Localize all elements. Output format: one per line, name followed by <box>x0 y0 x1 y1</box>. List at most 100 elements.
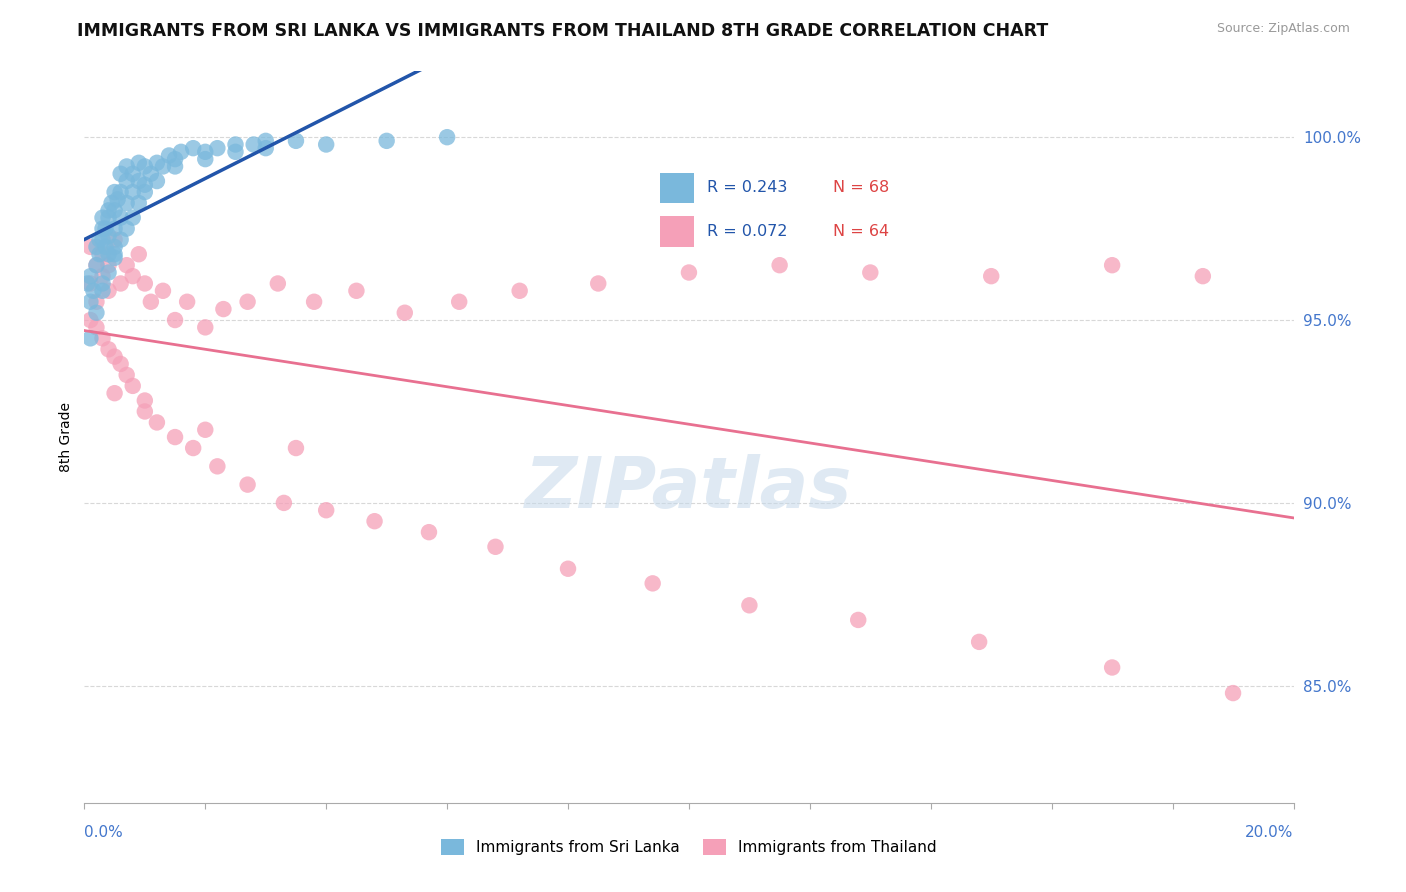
Point <box>79 269 101 284</box>
Point <box>110 357 132 371</box>
Point <box>484 540 506 554</box>
Text: IMMIGRANTS FROM SRI LANKA VS IMMIGRANTS FROM THAILAND 8TH GRADE CORRELATION CHAR: IMMIGRANTS FROM SRI LANKA VS IMMIGRANTS … <box>77 22 1049 40</box>
Point <box>641 576 664 591</box>
Point <box>91 233 114 247</box>
Point <box>97 229 120 244</box>
Legend: Immigrants from Sri Lanka, Immigrants from Thailand: Immigrants from Sri Lanka, Immigrants fr… <box>434 833 943 861</box>
Point <box>418 525 440 540</box>
Point <box>86 306 108 320</box>
Point <box>176 294 198 309</box>
Point <box>110 211 132 225</box>
Point <box>104 203 127 218</box>
Point <box>394 306 416 320</box>
Point <box>588 277 610 291</box>
Point <box>104 221 127 235</box>
Point <box>91 247 114 261</box>
Point <box>134 404 156 418</box>
Point <box>104 350 127 364</box>
Point <box>165 313 187 327</box>
Text: Source: ZipAtlas.com: Source: ZipAtlas.com <box>1216 22 1350 36</box>
Point <box>86 320 108 334</box>
Point <box>267 277 290 291</box>
Point <box>134 277 156 291</box>
Point <box>86 258 108 272</box>
Point <box>115 258 138 272</box>
Point <box>181 441 204 455</box>
Point <box>146 416 169 430</box>
Point <box>110 185 132 199</box>
Point <box>100 196 122 211</box>
Point <box>194 152 217 166</box>
Point <box>107 193 129 207</box>
Bar <box>661 216 695 246</box>
Point <box>89 233 111 247</box>
Point <box>79 240 101 254</box>
Point <box>846 613 869 627</box>
Point <box>97 266 120 280</box>
Point <box>346 284 368 298</box>
Point <box>110 167 132 181</box>
Point <box>89 247 111 261</box>
Point <box>86 240 108 254</box>
Point <box>121 269 143 284</box>
Point <box>157 148 180 162</box>
Point <box>254 141 277 155</box>
Point <box>91 221 114 235</box>
Text: R = 0.243: R = 0.243 <box>707 180 787 195</box>
Point <box>91 284 114 298</box>
Point <box>1222 686 1244 700</box>
Point <box>94 221 117 235</box>
Point <box>134 393 156 408</box>
Point <box>139 294 162 309</box>
Point <box>104 185 127 199</box>
Point <box>273 496 295 510</box>
Text: ZIPatlas: ZIPatlas <box>526 454 852 523</box>
Point <box>436 130 458 145</box>
Point <box>139 167 162 181</box>
Point <box>170 145 193 159</box>
Point <box>97 211 120 225</box>
Point <box>509 284 531 298</box>
Point <box>165 160 187 174</box>
Point <box>242 137 264 152</box>
Point <box>91 277 114 291</box>
Text: R = 0.072: R = 0.072 <box>707 224 787 239</box>
Point <box>315 503 337 517</box>
Text: 0.0%: 0.0% <box>84 825 124 839</box>
Point <box>225 145 247 159</box>
Point <box>363 514 385 528</box>
Point <box>79 331 101 345</box>
Point <box>121 211 143 225</box>
Text: N = 68: N = 68 <box>832 180 889 195</box>
Point <box>678 266 700 280</box>
Point <box>94 240 117 254</box>
Point <box>181 141 204 155</box>
Point <box>97 203 120 218</box>
Point <box>165 430 187 444</box>
Point <box>254 134 277 148</box>
Point <box>134 185 156 199</box>
Point <box>115 174 138 188</box>
Point <box>128 196 150 211</box>
Point <box>302 294 325 309</box>
Point <box>194 320 217 334</box>
Point <box>859 266 882 280</box>
Point <box>97 284 120 298</box>
Point <box>110 233 132 247</box>
Point <box>104 233 127 247</box>
Point <box>146 174 169 188</box>
Point <box>86 258 108 272</box>
Point <box>207 459 229 474</box>
Point <box>194 145 217 159</box>
Point <box>97 258 120 272</box>
Point <box>1192 269 1215 284</box>
Point <box>110 277 132 291</box>
Point <box>557 562 579 576</box>
Point <box>236 294 259 309</box>
Point <box>121 185 143 199</box>
Point <box>146 155 169 169</box>
Point <box>769 258 792 272</box>
Point <box>128 247 150 261</box>
Point <box>97 343 120 357</box>
Point <box>315 137 337 152</box>
